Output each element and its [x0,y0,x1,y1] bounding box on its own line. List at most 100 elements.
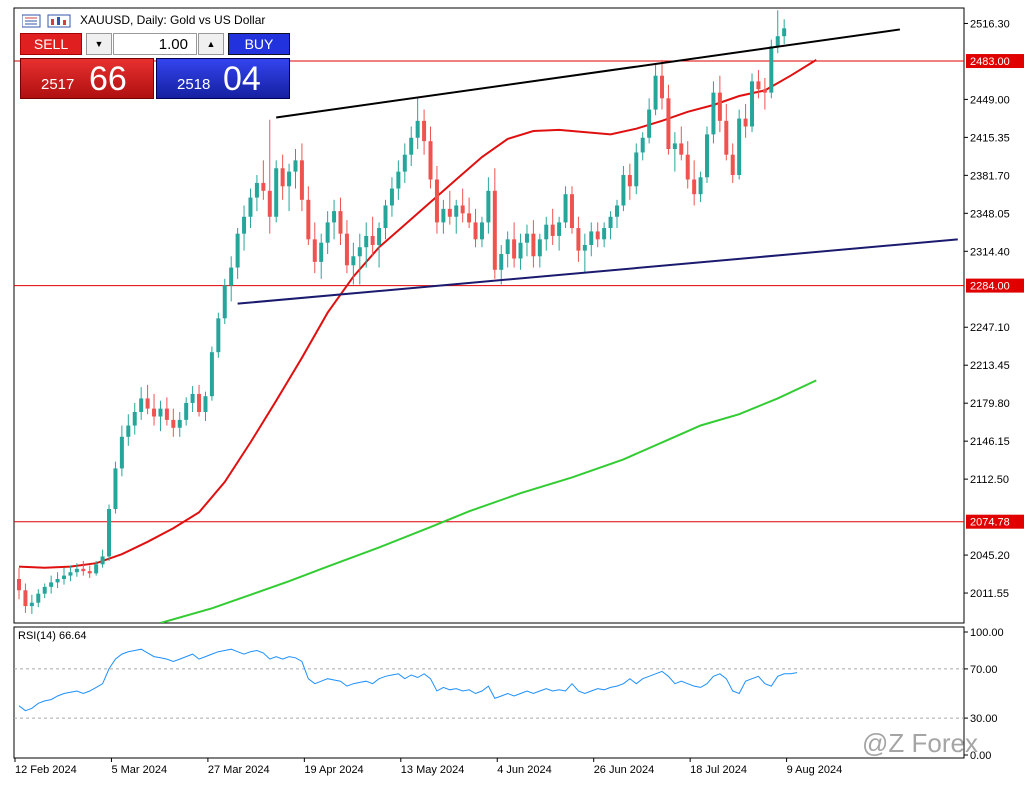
triangle-up-icon[interactable]: ▲ [198,33,224,55]
candle[interactable] [614,199,619,229]
candle[interactable] [730,143,735,183]
candle[interactable] [537,233,542,268]
candle[interactable] [634,143,639,195]
candle[interactable] [312,222,317,274]
candle[interactable] [370,216,375,257]
candle[interactable] [87,565,92,578]
candle[interactable] [782,19,787,45]
candle[interactable] [544,216,549,251]
candle[interactable] [171,408,176,437]
candle[interactable] [402,143,407,183]
candle[interactable] [666,84,671,155]
candle[interactable] [132,402,137,435]
candle[interactable] [100,549,105,568]
candle[interactable] [325,211,330,254]
candle[interactable] [229,256,234,302]
sell-button[interactable]: SELL [20,33,82,55]
candle[interactable] [74,563,79,577]
candle[interactable] [492,168,497,279]
candle[interactable] [479,216,484,248]
candle[interactable] [396,160,401,200]
ma-green-line[interactable] [160,379,817,623]
candle[interactable] [460,188,465,223]
candle[interactable] [248,188,253,229]
candle[interactable] [377,222,382,268]
candle[interactable] [499,244,504,285]
candle[interactable] [685,141,690,189]
candle[interactable] [293,149,298,189]
candle[interactable] [660,59,664,110]
candle[interactable] [582,233,587,274]
candle[interactable] [557,216,562,251]
candle[interactable] [409,126,414,166]
candle[interactable] [505,231,510,268]
candle[interactable] [524,224,529,257]
candle[interactable] [280,154,285,200]
candle[interactable] [563,186,568,229]
candle[interactable] [647,98,652,144]
candle[interactable] [29,594,34,614]
candle[interactable] [209,346,214,401]
candle[interactable] [190,386,195,412]
candle[interactable] [576,216,581,262]
candle[interactable] [81,560,86,576]
candle[interactable] [569,186,574,234]
candle[interactable] [653,64,658,116]
buy-price-box[interactable]: 2518 04 [156,58,290,99]
candle[interactable] [139,387,144,420]
candle[interactable] [602,222,607,248]
candle[interactable] [750,73,755,133]
candle[interactable] [55,572,60,589]
candle[interactable] [267,119,272,234]
candle[interactable] [608,211,613,240]
candle[interactable] [235,228,240,279]
candle[interactable] [627,163,632,200]
candle[interactable] [589,222,594,257]
candle[interactable] [486,177,491,234]
candle[interactable] [36,589,41,608]
candle[interactable] [364,222,369,268]
candle[interactable] [42,583,47,599]
candle[interactable] [762,77,767,110]
candle[interactable] [640,132,645,161]
menu-icon[interactable] [21,14,41,28]
buy-button[interactable]: BUY [228,33,290,55]
candle[interactable] [717,75,722,133]
candle[interactable] [242,205,247,251]
candle[interactable] [306,186,311,245]
candle[interactable] [518,233,523,270]
candle[interactable] [434,165,439,234]
candle[interactable] [428,126,433,189]
candle[interactable] [164,397,169,426]
candle[interactable] [17,567,21,600]
triangle-down-icon[interactable]: ▼ [86,33,112,55]
candle[interactable] [184,397,189,426]
candle[interactable] [698,171,703,203]
candle[interactable] [203,391,208,422]
candle[interactable] [473,208,478,248]
candle[interactable] [177,411,182,437]
lot-size-input[interactable] [113,33,197,55]
candle[interactable] [737,109,742,180]
candle[interactable] [711,81,716,144]
candle[interactable] [107,504,112,561]
candle[interactable] [351,242,356,285]
candle[interactable] [68,565,73,582]
candle[interactable] [344,220,349,274]
candle[interactable] [338,197,343,245]
candle[interactable] [126,414,131,446]
rsi-line[interactable] [18,648,798,712]
candle[interactable] [23,583,28,613]
candle[interactable] [679,126,684,161]
candle[interactable] [415,98,420,150]
ma-red-line[interactable] [18,59,817,569]
candle[interactable] [145,384,150,415]
candle[interactable] [158,400,163,432]
candle[interactable] [49,575,54,594]
lower-channel-trendline[interactable] [237,238,958,305]
candle[interactable] [113,461,118,514]
candle[interactable] [743,103,748,138]
candle[interactable] [550,208,555,245]
chart-bars-icon[interactable] [47,14,71,28]
